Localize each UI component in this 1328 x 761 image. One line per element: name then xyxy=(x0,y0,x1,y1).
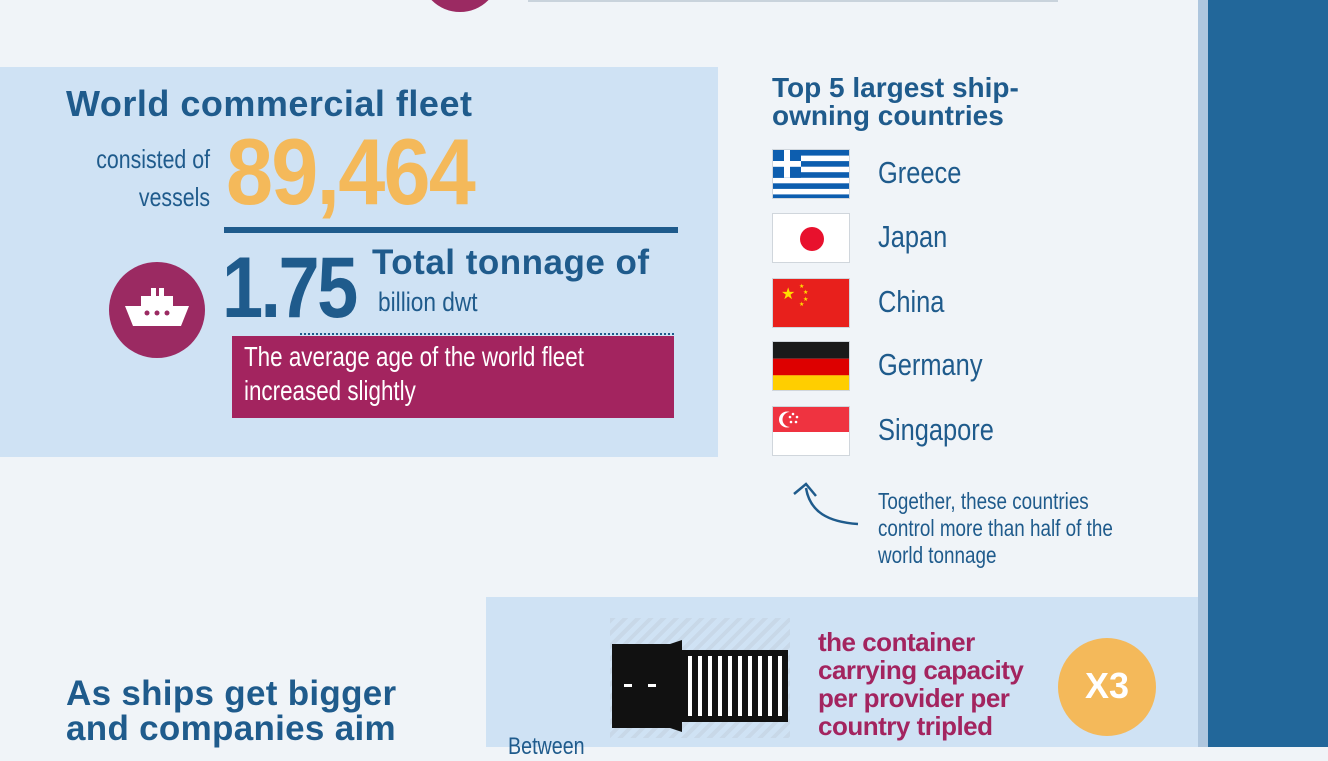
country-name: Germany xyxy=(878,347,983,382)
dotted-separator xyxy=(300,333,674,335)
fleet-age-text: The average age of the world fleet incre… xyxy=(244,340,660,408)
fleet-title: World commercial fleet xyxy=(66,83,473,124)
country-name: China xyxy=(878,284,945,319)
fleet-age-line-1: The average age of the world fleet xyxy=(244,341,584,372)
germany-flag-icon xyxy=(772,341,850,391)
top-circle-fragment xyxy=(420,0,500,12)
fleet-divider xyxy=(224,227,678,233)
country-row-singapore: Singapore xyxy=(772,406,1132,456)
fleet-age-box: The average age of the world fleet incre… xyxy=(232,336,674,418)
vessel-count: 89,464 xyxy=(226,119,476,224)
country-name: Singapore xyxy=(878,412,994,447)
top5-note-line-1: Together, these countries xyxy=(878,488,1089,514)
country-row-greece: Greece xyxy=(772,149,1132,199)
bigger-ships-heading: As ships get bigger and companies aim xyxy=(66,676,396,746)
consisted-line-2: vessels xyxy=(138,182,210,212)
greece-flag-icon xyxy=(772,149,850,199)
tonnage-value: 1.75 xyxy=(222,240,358,336)
svg-text:★: ★ xyxy=(803,289,808,296)
top5-note-line-2: control more than half of the xyxy=(878,515,1113,541)
china-flag-icon: ★ ★ ★ ★ ★ xyxy=(772,278,850,328)
country-row-germany: Germany xyxy=(772,341,1132,391)
top-divider-fragment xyxy=(528,0,1058,2)
country-name: Greece xyxy=(878,155,962,190)
x3-badge-label: X3 xyxy=(1084,665,1130,706)
curved-arrow-icon xyxy=(793,482,859,526)
country-name: Japan xyxy=(878,219,948,254)
top5-title-line-2: owning countries xyxy=(772,100,1004,131)
capacity-line-2: carrying capacity xyxy=(818,655,1024,685)
shipping-container-icon xyxy=(612,640,788,732)
top5-note: Together, these countries control more t… xyxy=(878,488,1149,569)
right-edge-band-dark xyxy=(1208,0,1328,747)
bigger-line-2: and companies aim xyxy=(66,709,396,748)
capacity-line-4: country tripled xyxy=(818,711,993,741)
bigger-line-1: As ships get bigger xyxy=(66,674,397,713)
svg-text:★: ★ xyxy=(799,301,804,308)
consisted-of-label: consisted of vessels xyxy=(87,140,210,216)
container-capacity-text: the container carrying capacity per prov… xyxy=(818,627,1024,741)
capacity-line-3: per provider per xyxy=(818,683,1010,713)
fleet-age-line-2: increased slightly xyxy=(244,375,416,406)
svg-text:★: ★ xyxy=(803,296,808,303)
top5-note-line-3: world tonnage xyxy=(878,542,997,568)
country-row-japan: Japan xyxy=(772,213,1132,263)
japan-flag-icon xyxy=(772,213,850,263)
ship-icon xyxy=(109,262,205,358)
between-label: Between xyxy=(508,733,585,760)
country-row-china: ★ ★ ★ ★ ★ China xyxy=(772,278,1132,328)
singapore-flag-icon xyxy=(772,406,850,456)
svg-text:★: ★ xyxy=(799,283,804,290)
top5-title: Top 5 largest ship- owning countries xyxy=(772,74,1019,130)
consisted-line-1: consisted of xyxy=(96,144,210,174)
tonnage-unit: billion dwt xyxy=(378,287,478,317)
tonnage-label: Total tonnage of xyxy=(372,243,650,282)
x3-badge: X3 xyxy=(1058,638,1156,736)
svg-text:★: ★ xyxy=(781,284,795,303)
capacity-line-1: the container xyxy=(818,627,975,657)
top5-title-line-1: Top 5 largest ship- xyxy=(772,72,1019,103)
